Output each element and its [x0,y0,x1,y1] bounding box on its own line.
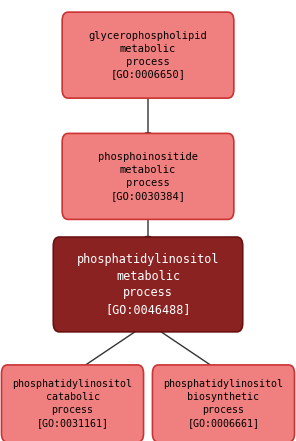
FancyBboxPatch shape [62,12,234,98]
Text: phosphatidylinositol
metabolic
process
[GO:0046488]: phosphatidylinositol metabolic process [… [77,253,219,316]
FancyBboxPatch shape [53,237,243,332]
FancyBboxPatch shape [152,365,295,441]
FancyBboxPatch shape [1,365,144,441]
Text: phosphoinositide
metabolic
process
[GO:0030384]: phosphoinositide metabolic process [GO:0… [98,152,198,201]
Text: phosphatidylinositol
biosynthetic
process
[GO:0006661]: phosphatidylinositol biosynthetic proces… [163,379,284,428]
FancyBboxPatch shape [62,133,234,220]
Text: phosphatidylinositol
catabolic
process
[GO:0031161]: phosphatidylinositol catabolic process [… [12,379,133,428]
Text: glycerophospholipid
metabolic
process
[GO:0006650]: glycerophospholipid metabolic process [G… [89,31,207,79]
